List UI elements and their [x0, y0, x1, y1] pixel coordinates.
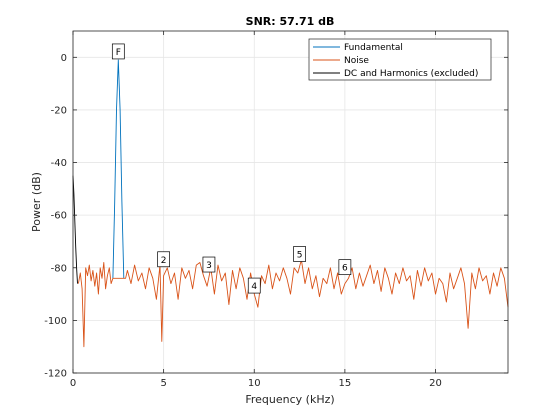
harmonic-marker-box: [202, 256, 216, 273]
harmonic-marker-label: 2: [161, 256, 167, 266]
harmonic-marker-label: 5: [297, 251, 303, 261]
series-noise-line: [77, 259, 509, 348]
y-tick-label: -20: [51, 105, 67, 116]
harmonic-marker-box: [111, 43, 125, 60]
plot-frame: [72, 30, 509, 374]
x-tick-label: 10: [248, 378, 261, 389]
harmonic-marker-label: F: [116, 48, 121, 58]
chart-title: SNR: 57.71 dB: [246, 15, 335, 28]
legend-label-dc-harmonics: DC and Harmonics (excluded): [344, 69, 478, 79]
y-tick-label: 0: [61, 53, 67, 64]
harmonic-marker-label: 4: [251, 282, 257, 292]
x-axis-label: Frequency (kHz): [245, 393, 334, 406]
series-lines: [72, 59, 509, 348]
x-tick-label: 15: [339, 378, 352, 389]
plot-area: [73, 31, 508, 373]
grid-lines: [72, 31, 508, 374]
y-tick-label: -120: [44, 369, 67, 380]
series-dc-harmonics-line: [72, 175, 78, 284]
series-fundamental-line: [112, 59, 125, 279]
legend-label-noise: Noise: [344, 56, 369, 66]
harmonic-marker-label: 6: [342, 264, 348, 274]
y-tick-label: -100: [44, 316, 67, 327]
y-tick-label: -80: [51, 263, 67, 274]
y-tick-label: -40: [51, 158, 67, 169]
x-tick-label: 0: [70, 378, 76, 389]
harmonic-marker-box: [247, 277, 261, 294]
harmonic-marker-label: 3: [206, 261, 212, 271]
y-axis-label: Power (dB): [30, 172, 43, 232]
x-tick-label: 20: [429, 378, 442, 389]
harmonic-marker-box: [293, 246, 306, 262]
legend-label-fundamental: Fundamental: [344, 43, 403, 53]
axis-ticks: 0 5 10 15 20 -120 -100 -80 -60 -40 -20 0: [44, 31, 508, 389]
harmonic-marker-box: [157, 251, 170, 268]
y-tick-label: -60: [51, 211, 67, 222]
x-tick-label: 5: [160, 378, 166, 389]
harmonic-markers: F 2 3 4 5 6: [111, 43, 352, 294]
legend: Fundamental Noise DC and Harmonics (excl…: [308, 38, 492, 81]
harmonic-marker-box: [338, 259, 352, 276]
